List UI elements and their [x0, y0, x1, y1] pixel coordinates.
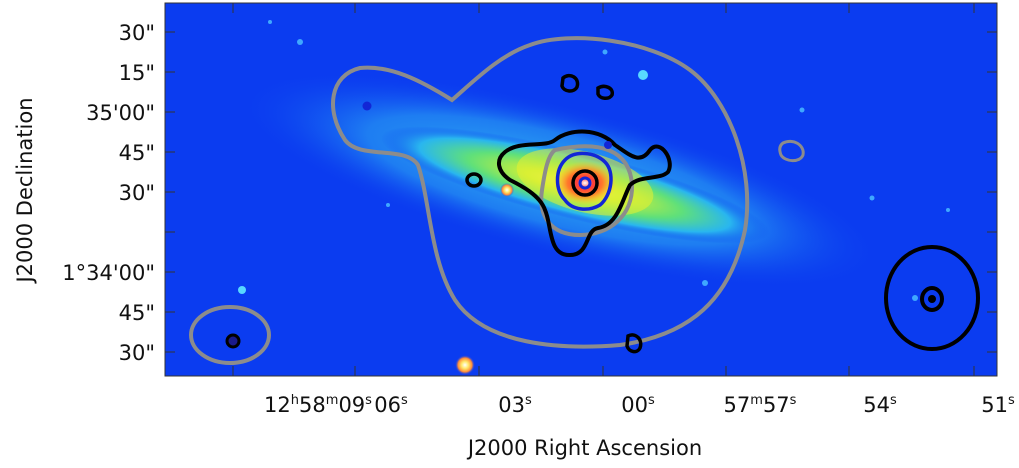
x-tick-label: 06s — [374, 393, 408, 417]
gray-contour-large — [331, 36, 750, 349]
y-tick-label: 30" — [119, 21, 155, 45]
field-star — [638, 70, 648, 80]
gray-contour-small-right — [778, 139, 805, 163]
plot-frame — [164, 2, 998, 377]
y-tick-label: 15" — [119, 61, 155, 85]
black-contour-main — [497, 129, 672, 258]
blue-contour-source — [604, 141, 612, 149]
field-star — [702, 280, 708, 286]
black-contour-bottom-left-source — [225, 333, 241, 349]
blue-contour-nucleus — [578, 176, 592, 190]
field-star — [602, 49, 608, 55]
field-star — [386, 203, 390, 207]
field-star — [869, 195, 875, 201]
x-tick-label: 57m57s — [724, 393, 797, 417]
field-star — [268, 20, 272, 24]
y-tick-label: 45" — [119, 141, 155, 165]
x-axis-title: J2000 Right Ascension — [466, 436, 702, 460]
x-tick-label: 51s — [981, 393, 1015, 417]
gray-contour-bottom-left — [189, 305, 271, 365]
black-contour-core — [571, 169, 599, 197]
field-star — [912, 295, 918, 301]
galaxy-core — [553, 161, 617, 205]
blue-contour-core — [555, 151, 613, 211]
sky-image — [165, 3, 997, 376]
beam-inner-ellipse — [920, 286, 944, 312]
field-star — [799, 107, 805, 113]
beam-outer-ellipse — [884, 245, 980, 351]
field-star — [500, 183, 514, 197]
black-contour-blob — [625, 333, 643, 354]
y-tick-label: 30" — [119, 341, 155, 365]
x-tick-label: 12h58m09s — [264, 393, 372, 417]
black-contour-blob — [465, 172, 483, 188]
field-star — [455, 355, 475, 375]
black-contour-blob — [596, 84, 615, 100]
x-tick-label: 03s — [498, 393, 532, 417]
y-tick-label: 35'00" — [86, 101, 155, 125]
field-star — [238, 286, 246, 294]
y-axis-title: J2000 Declination — [13, 97, 37, 284]
field-star — [946, 208, 950, 212]
field-star — [297, 39, 303, 45]
beam-center-dot — [928, 295, 936, 303]
x-tick-label: 00s — [621, 393, 655, 417]
x-tick-labels: 12h58m09s 06s 03s 00s 57m57s 54s 51s — [264, 393, 1015, 417]
y-tick-label: 1°34'00" — [62, 261, 155, 285]
x-tick-label: 54s — [863, 393, 897, 417]
y-tick-label: 45" — [119, 301, 155, 325]
x-axis-ticks — [232, 3, 975, 376]
y-tick-labels: 30" 15" 35'00" 45" 30" 1°34'00" 45" 30" — [62, 21, 155, 365]
y-axis-ticks — [165, 31, 997, 353]
y-tick-label: 30" — [119, 181, 155, 205]
black-contour-blob — [560, 73, 580, 93]
blue-contour-source — [362, 101, 372, 111]
